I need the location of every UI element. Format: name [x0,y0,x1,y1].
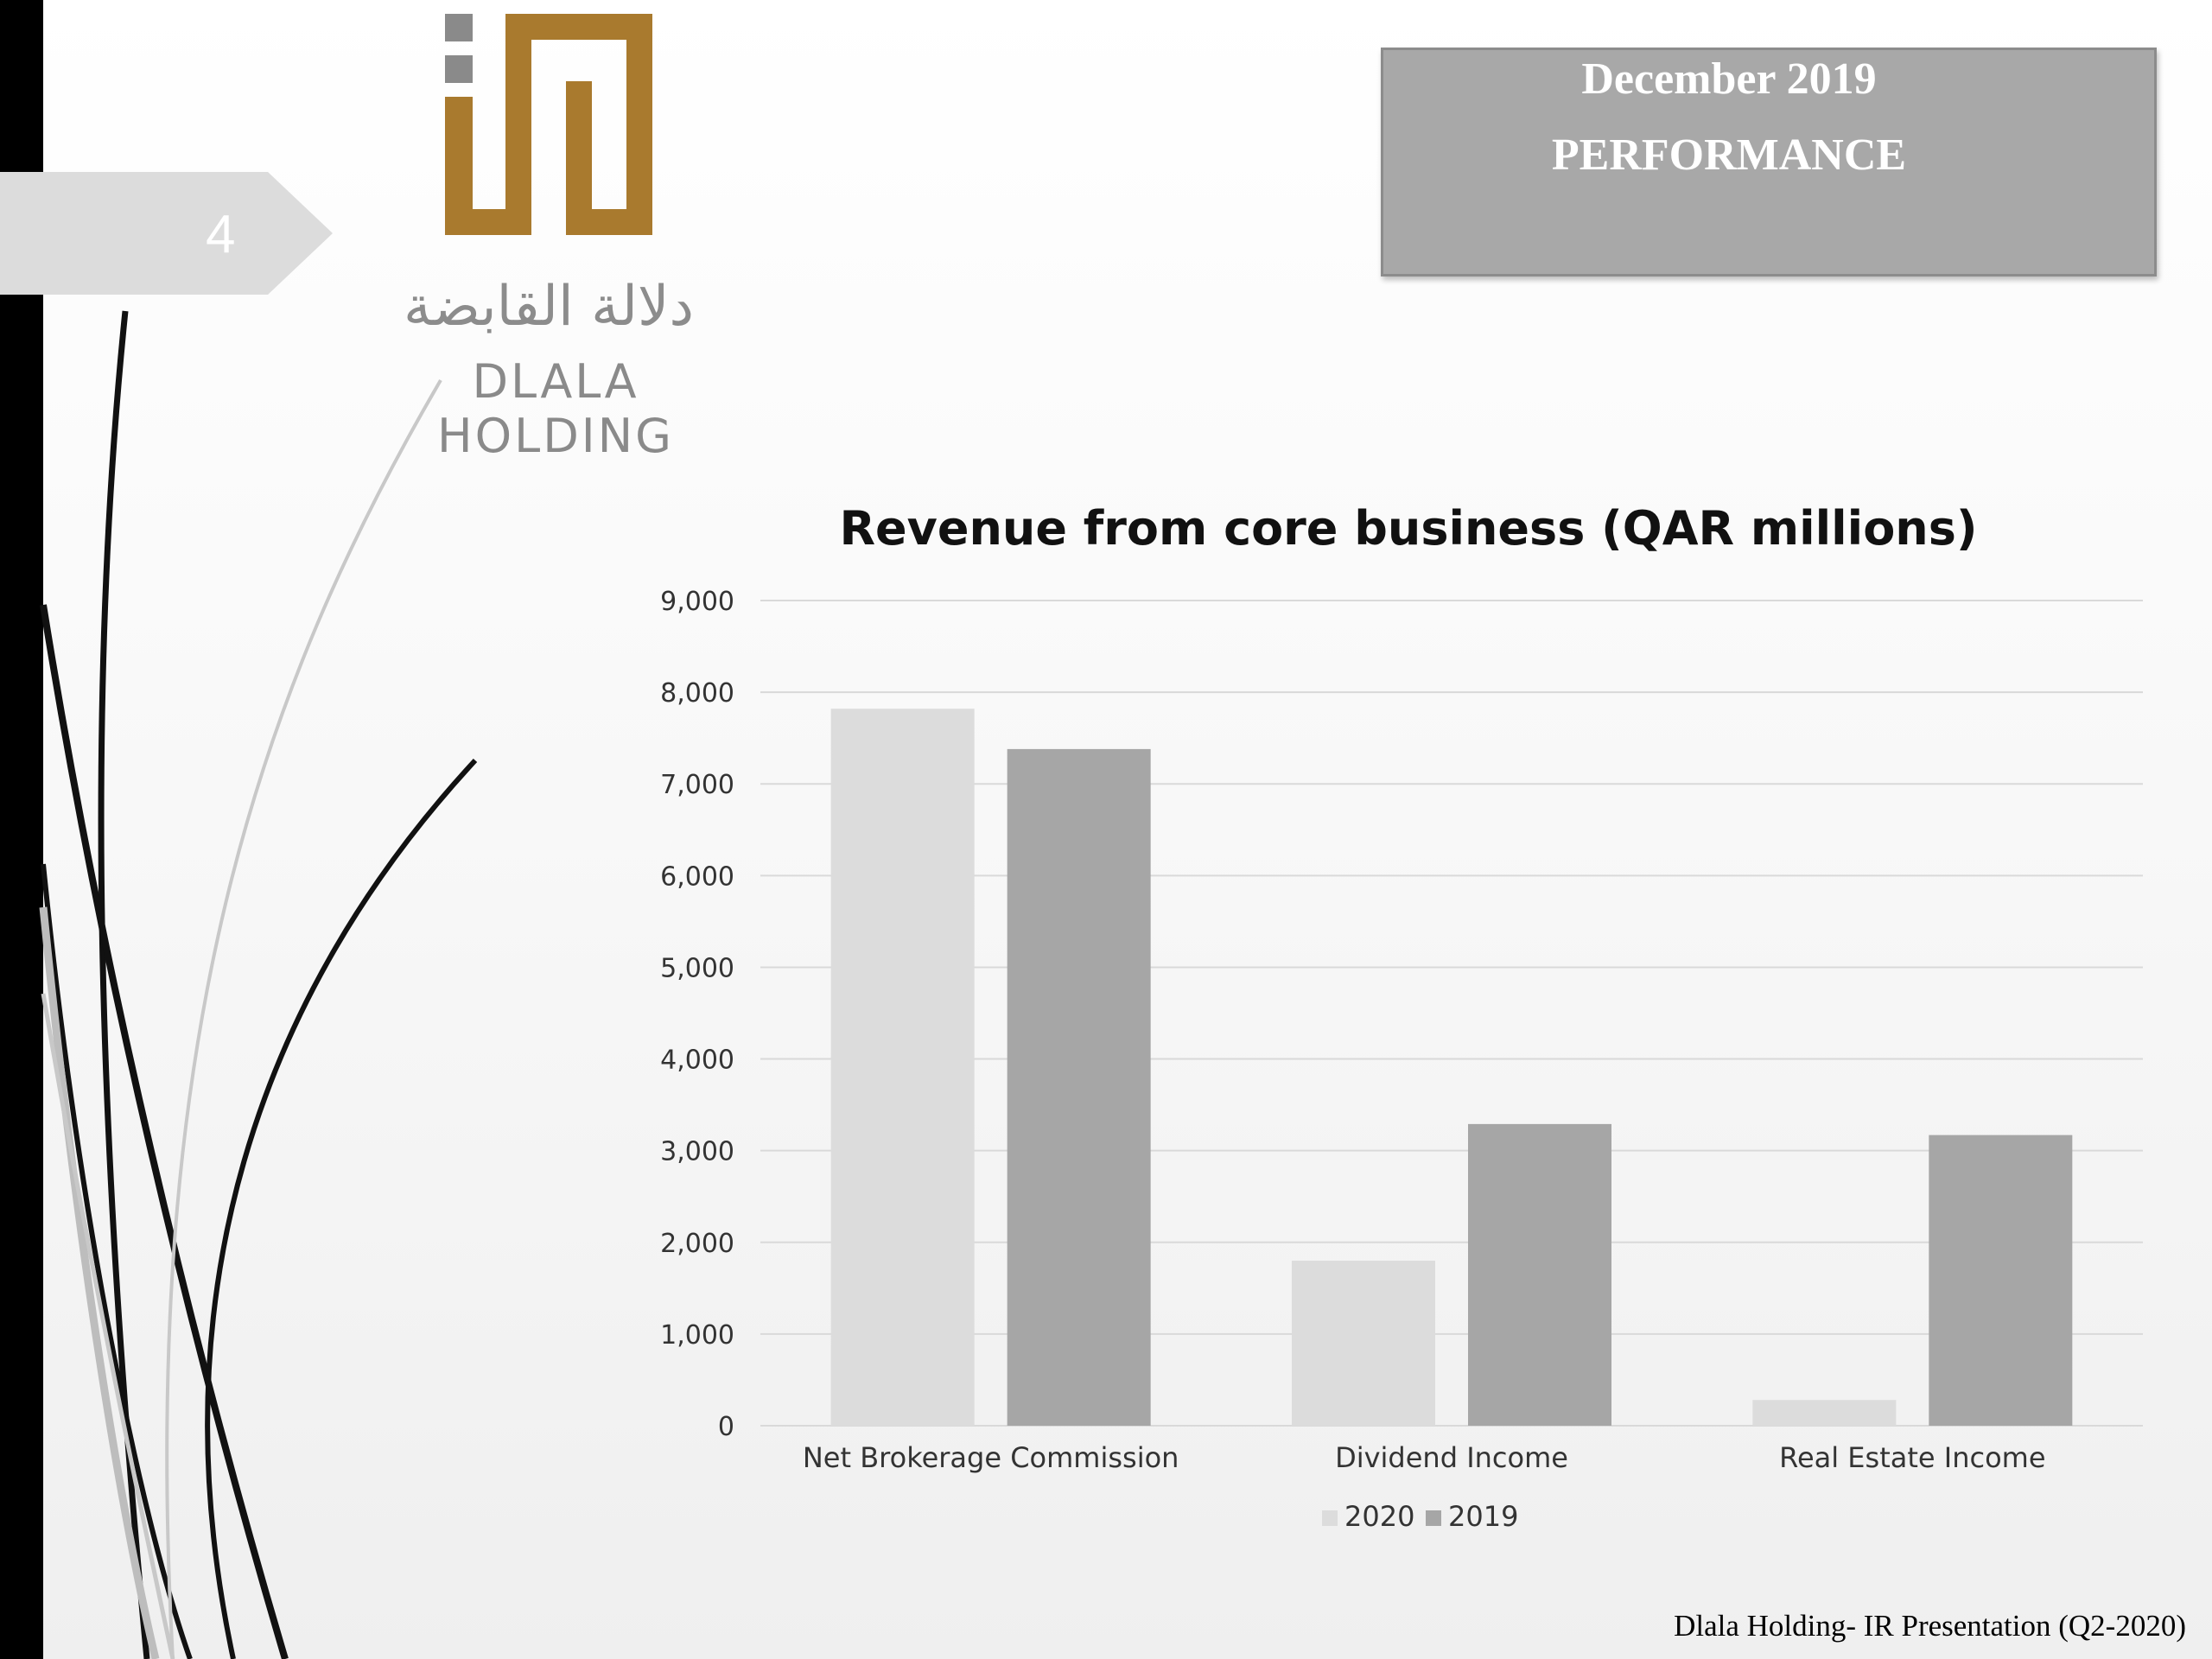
y-tick-label: 8,000 [660,678,734,709]
y-tick-label: 9,000 [660,587,734,617]
y-tick-label: 6,000 [660,861,734,892]
legend-label: 2019 [1448,1500,1518,1533]
legend-label: 2020 [1344,1500,1414,1533]
page-number: 4 [206,205,236,264]
logo-latin-name: DLALA HOLDING [437,354,674,463]
bar-2019 [1007,748,1151,1426]
page-number-tab [0,172,333,295]
y-tick-label: 0 [718,1412,734,1442]
performance-header-box: December 2019 PERFORMANCE [1381,48,2157,276]
y-tick-label: 3,000 [660,1137,734,1167]
bar-2019 [1929,1135,2073,1426]
bar-2020 [830,709,975,1426]
y-tick-label: 2,000 [660,1229,734,1259]
decorative-curves [39,310,478,1659]
bar-2020 [1292,1261,1435,1426]
legend-swatch [1322,1510,1338,1526]
x-category-label: Net Brokerage Commission [803,1441,1179,1474]
y-tick-label: 7,000 [660,770,734,800]
bar-2020 [1752,1400,1897,1426]
logo-arabic-name: دلالة القابضة [404,275,694,339]
y-tick-label: 4,000 [660,1046,734,1076]
footer-text: Dlala Holding- IR Presentation (Q2-2020) [1674,1609,2186,1643]
x-category-label: Real Estate Income [1779,1441,2045,1474]
header-period: December 2019 [1581,54,1877,104]
header-label: PERFORMANCE [1551,130,1907,180]
chart-plot: 0 1,000 2,000 3,000 4,000 5,000 6,000 7,000 8,00… [660,587,2143,1533]
x-category-label: Dividend Income [1335,1441,1568,1474]
revenue-chart: Revenue from core business (QAR millions… [605,484,2177,1564]
legend-swatch [1426,1510,1441,1526]
bar-2019 [1468,1123,1611,1426]
y-tick-label: 1,000 [660,1320,734,1351]
y-tick-label: 5,000 [660,953,734,983]
dlala-logo-icon [445,14,652,235]
chart-title: Revenue from core business (QAR millions… [839,501,1978,556]
